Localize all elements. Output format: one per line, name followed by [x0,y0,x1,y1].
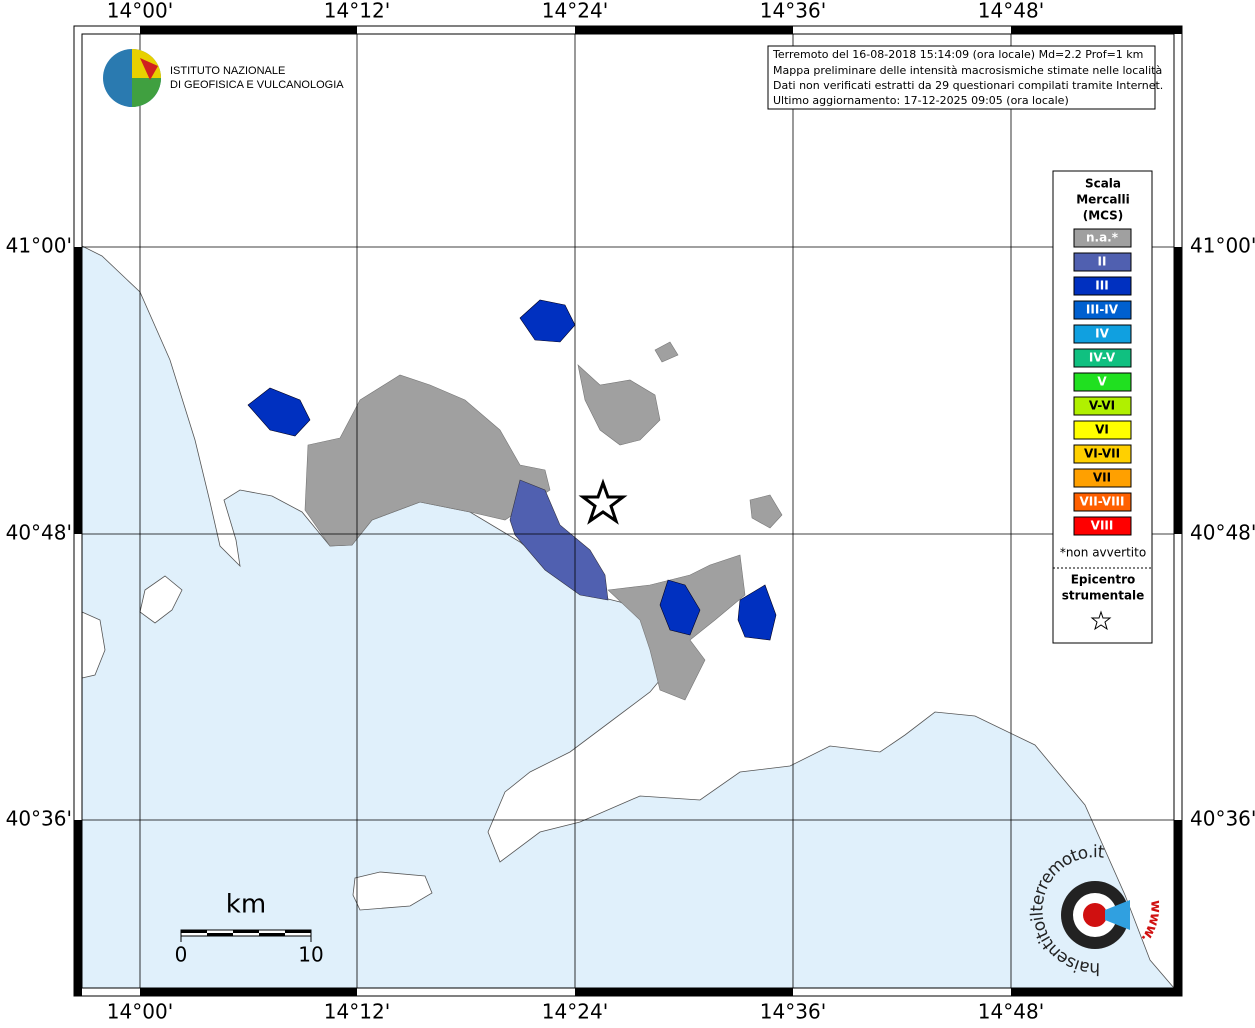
legend-label: n.a.* [1086,231,1119,245]
legend-label: VII-VIII [1079,495,1124,509]
lon-label: 14°48' [978,1000,1044,1024]
legend-swatch [1073,420,1132,440]
info-line: Dati non verificati estratti da 29 quest… [773,79,1163,92]
legend-star [1090,610,1112,631]
area-ii [509,479,609,601]
legend-swatch [1073,468,1132,488]
legend-swatch [1073,372,1132,392]
legend-swatch [1073,492,1132,512]
legend-label: VIII [1091,519,1114,533]
lat-label: 40°36' [6,807,72,831]
legend-swatch [1073,516,1132,536]
lon-label: 14°24' [542,0,608,23]
scale-label: 10 [298,943,323,967]
legend-label: II [1098,255,1107,269]
area-na [654,341,783,529]
scale-bar [180,929,312,942]
graticule [82,34,1174,988]
legend-label: V [1097,375,1107,389]
lon-label: 14°24' [542,1000,608,1024]
legend-label: VI-VII [1084,447,1120,461]
info-line: Mappa preliminare delle intensità macros… [773,64,1162,77]
legend-swatch [1073,324,1132,344]
lon-label: 14°12' [324,0,390,23]
lon-label: 14°12' [324,1000,390,1024]
legend-title: Mercalli [1076,193,1130,207]
land [81,33,1175,990]
legend-swatch [1073,396,1132,416]
legend-label: VI [1095,423,1109,437]
legend-label: III [1095,279,1108,293]
lat-label: 40°36' [1190,807,1255,831]
legend-swatch [1073,276,1132,296]
epicenter-star [578,478,628,525]
area-na [304,374,551,547]
legend-label: VII [1093,471,1111,485]
legend-label: IV-V [1089,351,1116,365]
lat-label: 40°48' [6,521,72,545]
lat-label: 41°00' [1190,234,1255,258]
scale-unit: km [226,890,266,920]
legend-label: III-IV [1086,303,1119,317]
legend-swatch [1073,228,1132,248]
legend-swatch [1073,444,1132,464]
info-box [767,45,1156,110]
legend-swatch [1073,252,1132,272]
legend-label: IV [1095,327,1109,341]
lon-label: 14°00' [107,1000,173,1024]
lon-label: 14°36' [760,1000,826,1024]
ingv-logo: ISTITUTO NAZIONALE DI GEOFISICA E VULCAN… [103,49,344,107]
scale-label: 0 [175,943,188,967]
info-line: Ultimo aggiornamento: 17-12-2025 09:05 (… [773,94,1069,107]
area-na [577,364,661,446]
legend-title: (MCS) [1083,209,1124,223]
lon-label: 14°36' [760,0,826,23]
legend-swatch [1073,300,1132,320]
info-line: Terremoto del 16-08-2018 15:14:09 (ora l… [772,48,1143,61]
legend-note: *non avvertito [1060,546,1146,560]
legend-title: Scala [1085,177,1121,191]
island [352,871,433,911]
lat-label: 40°48' [1190,521,1255,545]
legend-epicenter: Epicentro [1071,573,1136,587]
lon-label: 14°48' [978,0,1044,23]
legend-epicenter: strumentale [1062,589,1145,603]
logo-text: DI GEOFISICA E VULCANOLOGIA [170,79,344,91]
logo-text: ISTITUTO NAZIONALE [170,65,285,77]
legend-swatch [1073,348,1132,368]
legend-label: V-VI [1089,399,1115,413]
frame [73,25,1183,997]
lon-label: 14°00' [107,0,173,23]
lat-label: 41°00' [6,234,72,258]
